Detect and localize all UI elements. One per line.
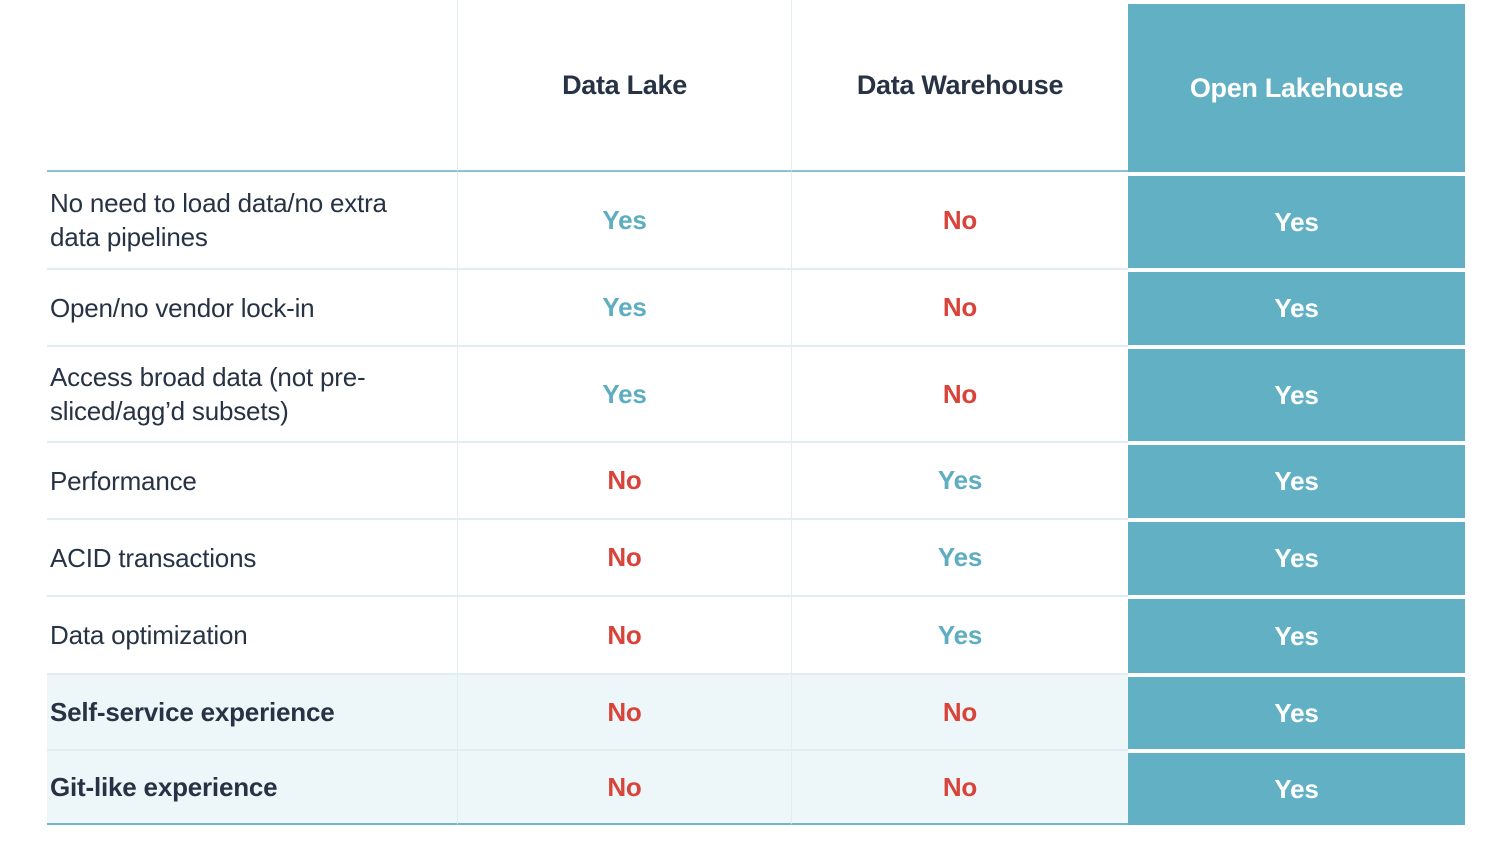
data-lake-value: No: [457, 749, 791, 825]
open-lakehouse-value: Yes: [1128, 345, 1465, 441]
header-empty-cell: [47, 0, 457, 172]
data-warehouse-value: No: [791, 673, 1128, 749]
feature-label: ACID transactions: [47, 518, 457, 595]
column-header-open-lakehouse: Open Lakehouse: [1128, 0, 1465, 172]
open-lakehouse-value: Yes: [1128, 441, 1465, 518]
open-lakehouse-value: Yes: [1128, 673, 1465, 749]
data-lake-value: No: [457, 673, 791, 749]
feature-label-text: Performance: [50, 465, 197, 496]
open-lakehouse-value: Yes: [1128, 268, 1465, 345]
column-header-data-warehouse: Data Warehouse: [791, 0, 1128, 172]
feature-label-text: Git-like experience: [50, 772, 278, 802]
feature-label: Git-like experience: [47, 749, 457, 825]
feature-label-text: Self-service experience: [50, 697, 335, 727]
feature-label: Open/no vendor lock-in: [47, 268, 457, 345]
open-lakehouse-value: Yes: [1128, 749, 1465, 825]
data-lake-value: Yes: [457, 172, 791, 268]
open-lakehouse-value: Yes: [1128, 518, 1465, 595]
feature-label: Self-service experience: [47, 673, 457, 749]
feature-label: Access broad data (not pre-sliced/agg’d …: [47, 345, 457, 441]
column-header-data-lake: Data Lake: [457, 0, 791, 172]
feature-label-text: Open/no vendor lock-in: [50, 292, 315, 323]
feature-label: Performance: [47, 441, 457, 518]
feature-label: No need to load data/no extra data pipel…: [47, 172, 457, 268]
feature-label-text: ACID transactions: [50, 542, 257, 573]
data-lake-value: No: [457, 441, 791, 518]
feature-label-text: Access broad data (not pre-sliced/agg’d …: [50, 362, 366, 426]
data-lake-value: Yes: [457, 345, 791, 441]
data-lake-value: No: [457, 595, 791, 673]
data-warehouse-value: No: [791, 345, 1128, 441]
data-lake-value: No: [457, 518, 791, 595]
feature-label-text: Data optimization: [50, 620, 248, 650]
feature-label: Data optimization: [47, 595, 457, 673]
open-lakehouse-value: Yes: [1128, 172, 1465, 268]
data-warehouse-value: Yes: [791, 518, 1128, 595]
data-warehouse-value: Yes: [791, 441, 1128, 518]
open-lakehouse-value: Yes: [1128, 595, 1465, 673]
data-warehouse-value: No: [791, 268, 1128, 345]
data-warehouse-value: No: [791, 172, 1128, 268]
data-lake-value: Yes: [457, 268, 791, 345]
comparison-table: Data Lake Data Warehouse Open Lakehouse …: [47, 0, 1465, 825]
feature-label-text: No need to load data/no extra data pipel…: [50, 188, 387, 252]
data-warehouse-value: No: [791, 749, 1128, 825]
data-warehouse-value: Yes: [791, 595, 1128, 673]
